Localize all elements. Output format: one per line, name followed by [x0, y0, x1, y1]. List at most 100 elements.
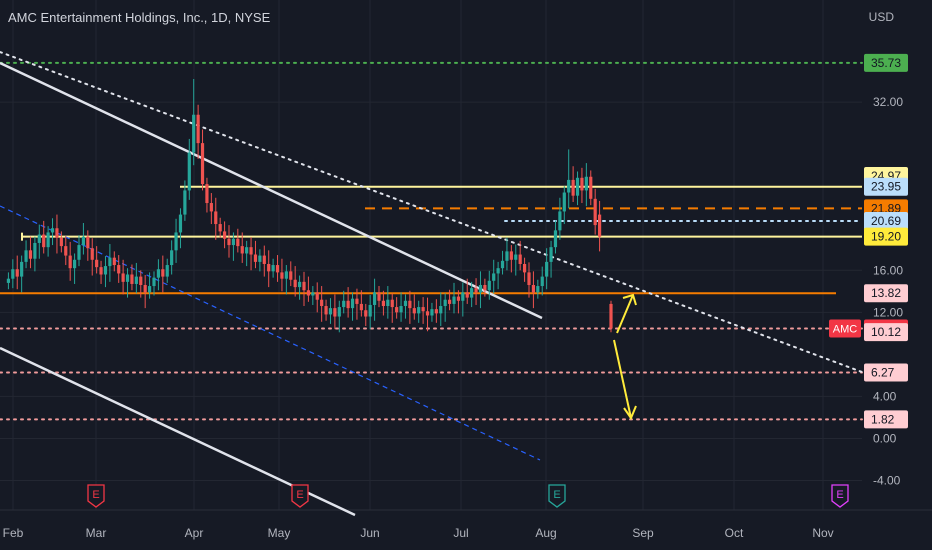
price-badge-label: 20.69 — [871, 214, 901, 228]
price-badge — [864, 177, 908, 196]
chart-grid — [0, 0, 932, 511]
earnings-marker-badge — [548, 484, 566, 508]
candle-body — [487, 280, 491, 291]
price-badge — [864, 363, 908, 382]
candle-body — [470, 288, 474, 298]
candle-body — [522, 263, 527, 273]
candle-body — [412, 308, 416, 314]
candle-body — [545, 261, 549, 277]
x-tick-label: Sep — [632, 526, 654, 540]
candle-body — [64, 246, 68, 256]
candle-body — [558, 211, 562, 231]
candle-body — [439, 306, 443, 314]
candle-body — [593, 198, 597, 226]
chart-title: AMC Entertainment Holdings, Inc., 1D, NY… — [8, 10, 271, 25]
candle-body — [121, 273, 125, 282]
candle-body — [170, 250, 174, 266]
price-badge-label: 21.89 — [871, 201, 901, 215]
candle-body — [125, 274, 130, 282]
candle-body — [328, 308, 333, 315]
candle-body — [580, 177, 584, 191]
candle-body — [575, 177, 580, 196]
price-badge — [864, 211, 908, 230]
candle-body — [11, 269, 15, 279]
candle-body — [81, 236, 86, 246]
candle-body — [99, 267, 103, 275]
x-tick-label: Jul — [453, 526, 468, 540]
candle-body — [130, 274, 134, 284]
candle-body — [417, 307, 421, 314]
y-tick-label: 16.00 — [873, 263, 903, 277]
candle-body — [103, 266, 108, 275]
candle-body — [311, 292, 315, 296]
candle-body — [231, 238, 236, 246]
earnings-marker-label: E — [92, 489, 99, 501]
candle-body — [430, 309, 434, 316]
candle-body — [293, 279, 297, 288]
candle-body — [456, 296, 461, 301]
candle-body — [143, 285, 147, 293]
candle-body — [227, 238, 231, 246]
projection-arrowhead-up — [622, 293, 637, 306]
candle-body — [531, 285, 536, 293]
candle-body — [571, 179, 575, 196]
candle-body — [271, 265, 275, 272]
price-badge-label: 13.82 — [871, 286, 901, 300]
price-badge — [864, 227, 908, 246]
candle-body — [156, 269, 161, 278]
candle-body — [452, 296, 456, 304]
candle-body — [536, 286, 540, 293]
candle-body — [253, 254, 258, 262]
candle-body — [505, 251, 509, 261]
candle-body — [509, 251, 513, 260]
price-badge — [864, 284, 908, 303]
candle-body — [527, 272, 531, 286]
candle-body — [609, 303, 613, 329]
candle-body — [364, 310, 368, 317]
y-tick-label: 4.00 — [873, 389, 897, 403]
candle-body — [297, 281, 302, 288]
candle-body — [209, 203, 213, 212]
y-tick-label: 32.00 — [873, 95, 903, 109]
candle-body — [597, 214, 602, 237]
candle-body — [161, 269, 165, 277]
currency-label: USD — [868, 10, 894, 24]
candle-body — [6, 278, 11, 283]
candle-body — [218, 224, 222, 232]
projection-arrow-down — [613, 339, 632, 419]
candle-body — [421, 307, 425, 312]
price-badge — [864, 410, 908, 429]
price-badge — [864, 53, 908, 72]
candle-body — [492, 273, 496, 281]
candle-body — [95, 259, 99, 268]
candle-body — [350, 298, 355, 309]
candle-body — [139, 276, 143, 286]
candle-body — [395, 307, 399, 313]
candle-body — [33, 242, 37, 259]
price-badge-label: 19.20 — [871, 230, 901, 244]
price-badge-label: 10.12 — [871, 325, 901, 339]
candle-body — [214, 211, 218, 225]
candle-body — [112, 257, 116, 266]
x-tick-label: Oct — [725, 526, 744, 540]
candle-body — [474, 288, 478, 293]
candle-body — [192, 114, 196, 153]
candle-body — [386, 299, 390, 307]
candle-body — [346, 300, 350, 309]
candle-body — [461, 292, 465, 301]
candle-body — [514, 254, 518, 260]
candle-body — [584, 176, 588, 191]
candle-body — [368, 304, 372, 317]
symbol-tag — [829, 319, 861, 338]
trend-line-upper — [0, 61, 543, 320]
y-tick-label: 0.00 — [873, 431, 897, 445]
candle-body — [24, 250, 28, 262]
earnings-marker-badge — [291, 484, 309, 508]
candle-body — [540, 276, 544, 287]
earnings-marker-label: E — [296, 489, 303, 501]
candle-body — [77, 245, 81, 260]
price-badge-label: 23.95 — [871, 180, 901, 194]
candle-body — [377, 292, 381, 301]
candle-body — [465, 292, 469, 298]
